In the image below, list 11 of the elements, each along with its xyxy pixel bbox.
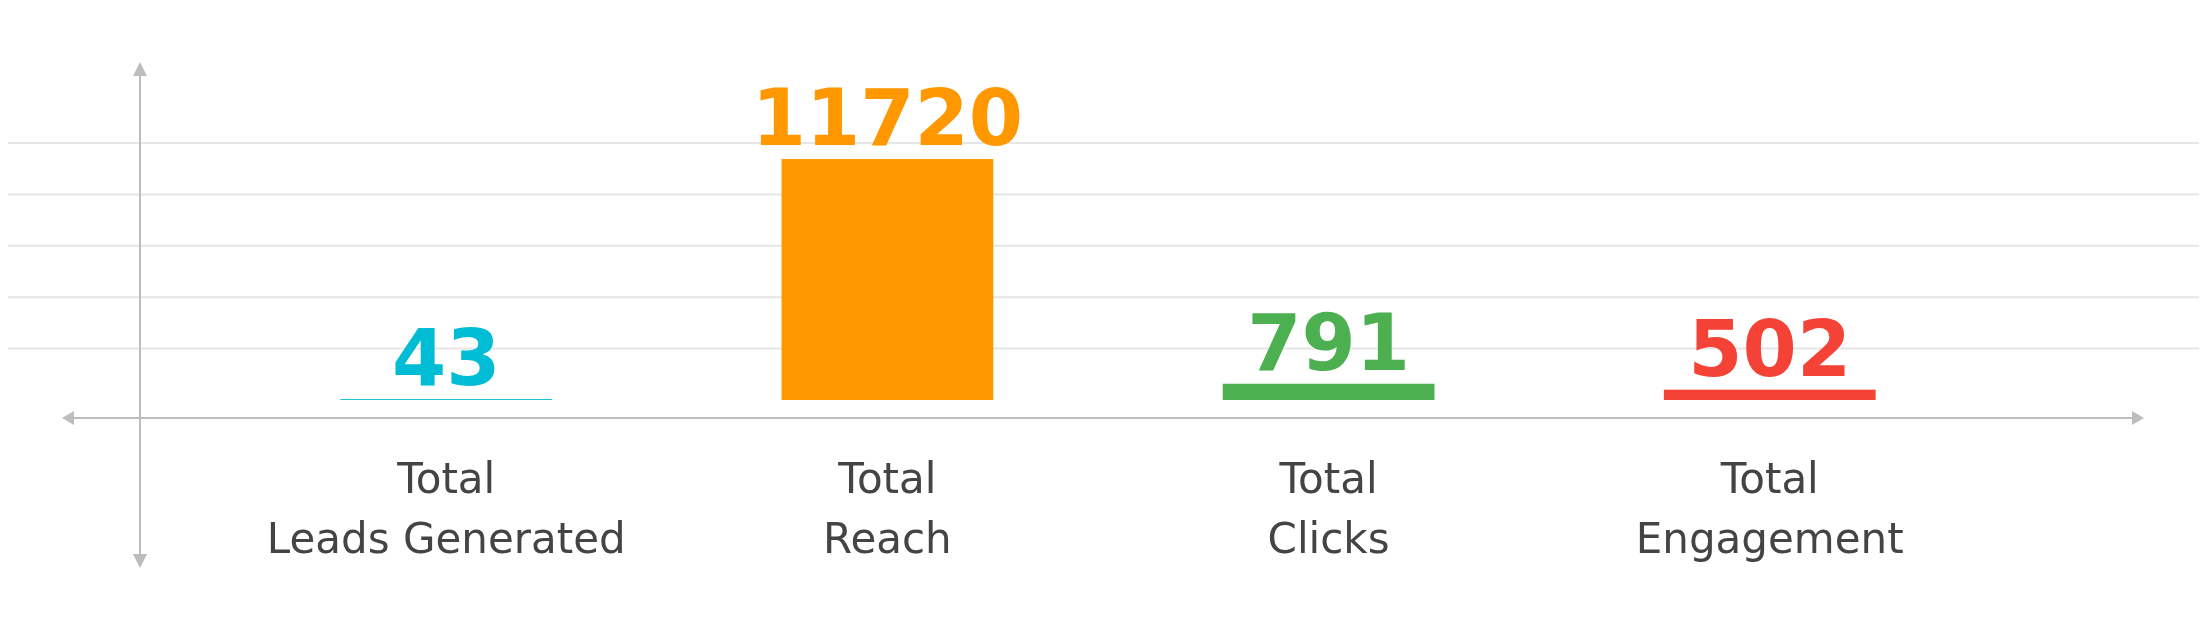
x-tick-label: Total Leads Generated [266,454,626,563]
data-label: 791 [1247,297,1410,388]
bar [781,159,994,400]
x-tick-label: Total Clicks [1267,454,1390,563]
data-label: 43 [391,313,501,404]
data-label: 11720 [751,73,1024,164]
data-label: 502 [1688,303,1852,394]
bar [1222,383,1435,400]
bar [1663,389,1876,400]
x-tick-label: Total Engagement [1635,454,1904,563]
x-tick-label: Total Reach [823,454,952,563]
